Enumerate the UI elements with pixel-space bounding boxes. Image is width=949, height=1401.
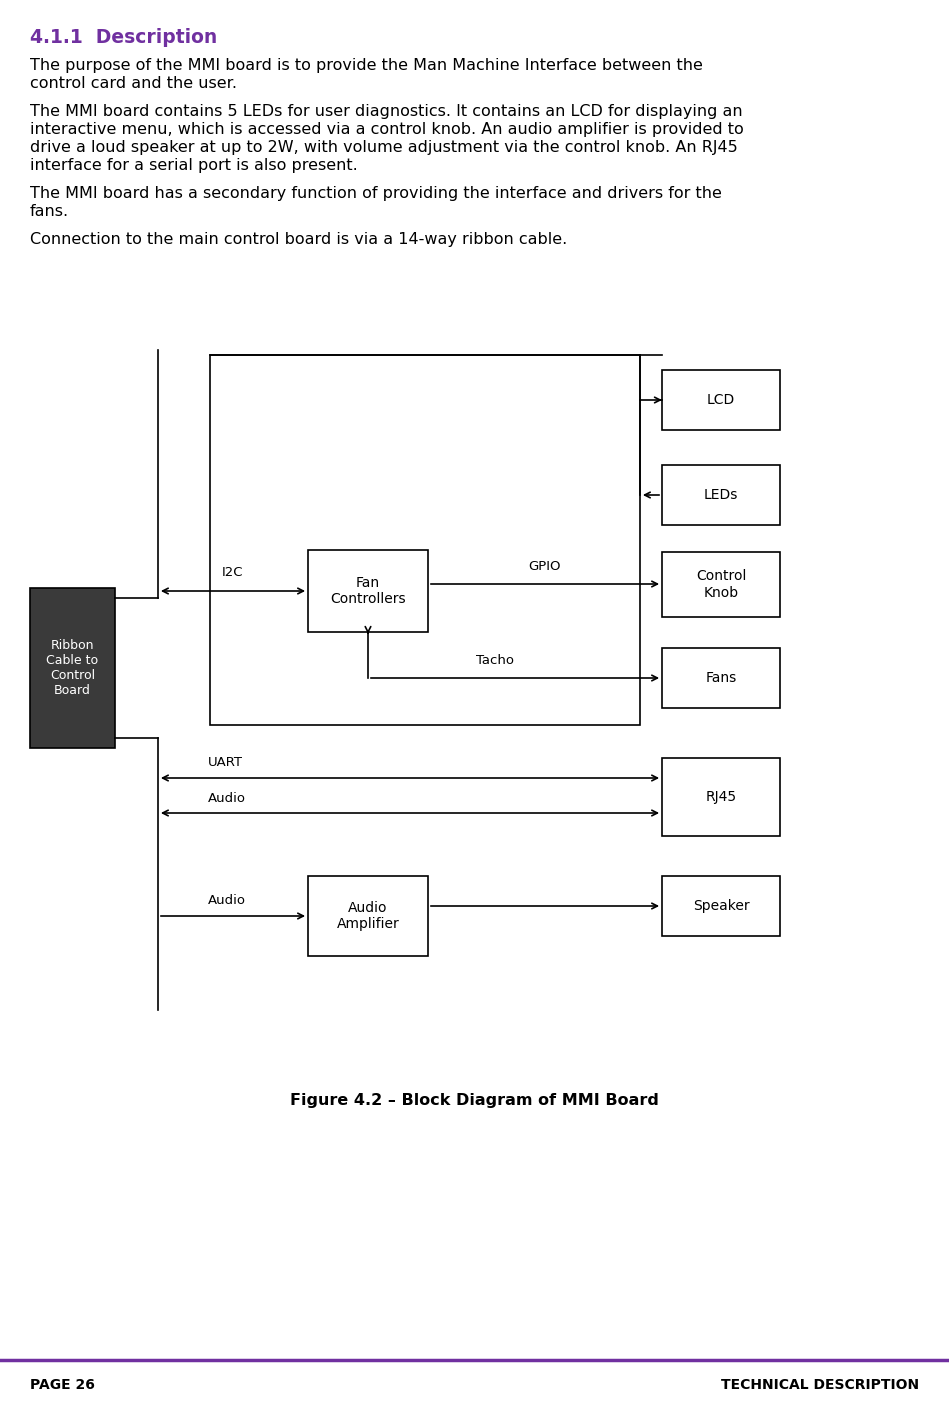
Text: LCD: LCD (707, 394, 735, 408)
Text: Control
Knob: Control Knob (696, 569, 746, 600)
Text: drive a loud speaker at up to 2W, with volume adjustment via the control knob. A: drive a loud speaker at up to 2W, with v… (30, 140, 737, 156)
Text: interface for a serial port is also present.: interface for a serial port is also pres… (30, 158, 358, 172)
Text: Fan
Controllers: Fan Controllers (330, 576, 406, 607)
Text: The purpose of the MMI board is to provide the Man Machine Interface between the: The purpose of the MMI board is to provi… (30, 57, 703, 73)
Text: 4.1.1  Description: 4.1.1 Description (30, 28, 217, 48)
Text: Audio
Amplifier: Audio Amplifier (337, 901, 400, 932)
Text: TECHNICAL DESCRIPTION: TECHNICAL DESCRIPTION (721, 1379, 919, 1393)
Text: Tacho: Tacho (476, 653, 514, 667)
Text: Audio: Audio (208, 792, 246, 804)
Text: interactive menu, which is accessed via a control knob. An audio amplifier is pr: interactive menu, which is accessed via … (30, 122, 744, 137)
Bar (662, 876, 780, 936)
Text: I2C: I2C (222, 566, 244, 580)
Bar (308, 876, 428, 955)
Text: Connection to the main control board is via a 14-way ribbon cable.: Connection to the main control board is … (30, 233, 568, 247)
Text: fans.: fans. (30, 205, 69, 219)
Text: The MMI board has a secondary function of providing the interface and drivers fo: The MMI board has a secondary function o… (30, 186, 722, 200)
Bar (662, 758, 780, 836)
Bar (662, 465, 780, 525)
Text: Speaker: Speaker (693, 899, 750, 913)
Text: PAGE 26: PAGE 26 (30, 1379, 95, 1393)
Bar (308, 551, 428, 632)
Text: The MMI board contains 5 LEDs for user diagnostics. It contains an LCD for displ: The MMI board contains 5 LEDs for user d… (30, 104, 743, 119)
Text: GPIO: GPIO (529, 559, 561, 573)
Bar (30, 588, 115, 748)
Text: LEDs: LEDs (704, 488, 738, 502)
Text: Figure 4.2 – Block Diagram of MMI Board: Figure 4.2 – Block Diagram of MMI Board (289, 1093, 659, 1108)
Text: Ribbon
Cable to
Control
Board: Ribbon Cable to Control Board (47, 639, 99, 698)
Text: control card and the user.: control card and the user. (30, 76, 237, 91)
Bar (662, 552, 780, 616)
Text: Audio: Audio (208, 894, 246, 908)
Text: RJ45: RJ45 (705, 790, 736, 804)
Bar (662, 649, 780, 708)
Text: UART: UART (208, 757, 243, 769)
Bar (210, 354, 640, 724)
Text: Fans: Fans (705, 671, 736, 685)
Bar (662, 370, 780, 430)
